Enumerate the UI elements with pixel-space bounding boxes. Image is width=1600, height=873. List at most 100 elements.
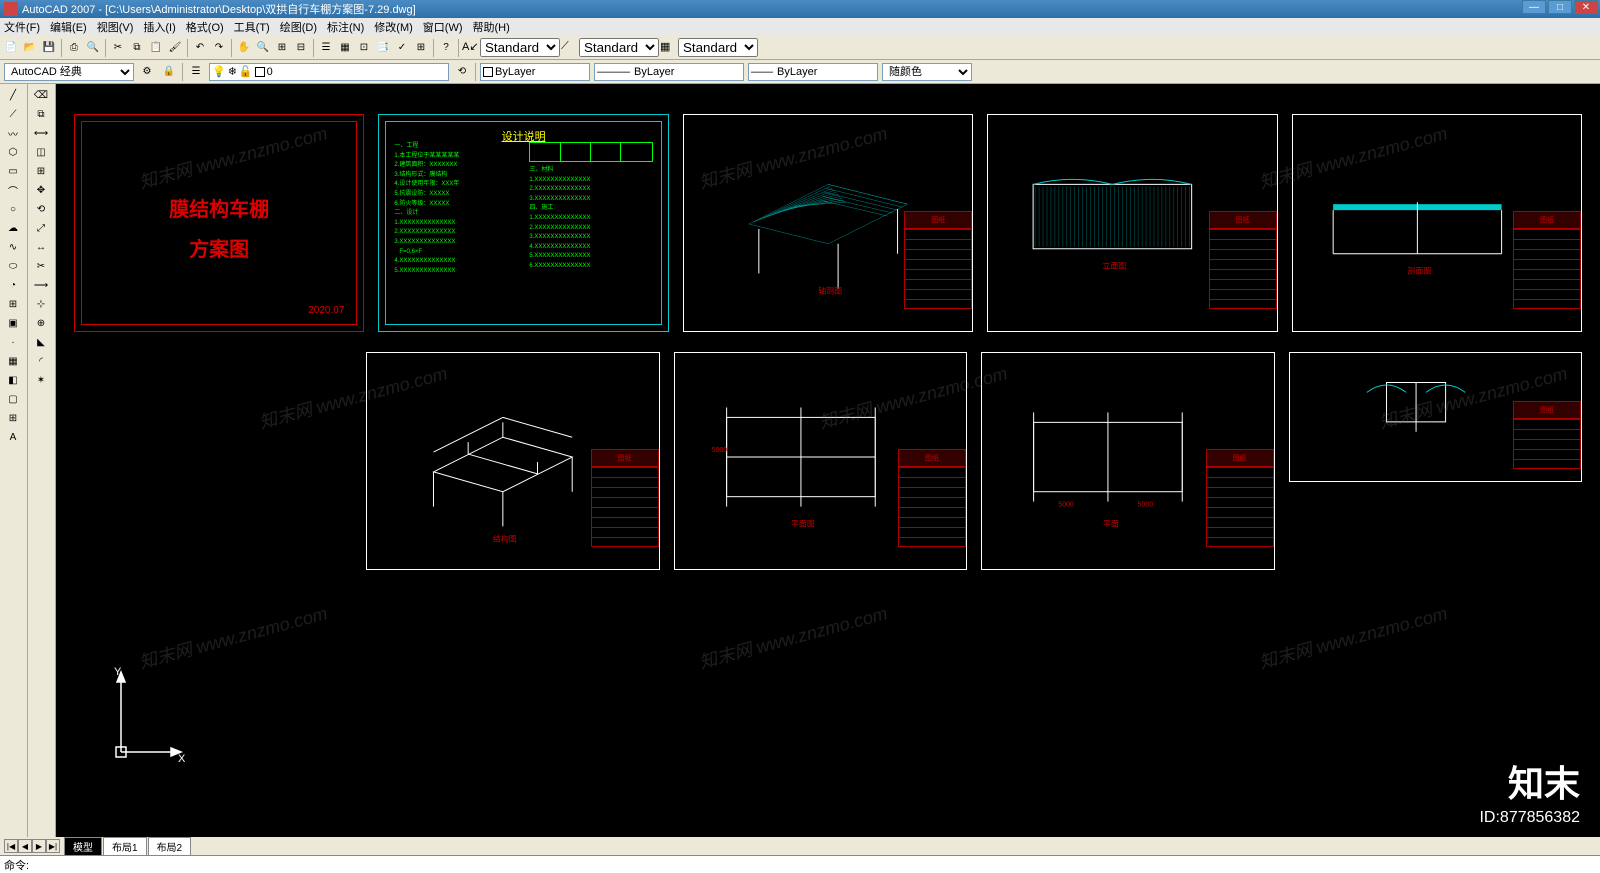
designcenter-icon[interactable]: ▦: [336, 39, 354, 57]
new-icon[interactable]: 📄: [2, 39, 20, 57]
rectangle-icon[interactable]: ▭: [2, 162, 24, 180]
region-icon[interactable]: ▢: [2, 390, 24, 408]
layer-lock-icon: 🔓: [239, 65, 253, 78]
close-button[interactable]: ✕: [1574, 0, 1598, 14]
command-line[interactable]: 命令:: [0, 855, 1600, 873]
arc-icon[interactable]: ⌒: [2, 181, 24, 199]
menu-window[interactable]: 窗口(W): [423, 19, 463, 35]
calc-icon[interactable]: ⊞: [412, 39, 430, 57]
xline-icon[interactable]: ⟋: [2, 105, 24, 123]
plotstyle-combo[interactable]: 随颜色: [882, 63, 972, 81]
line-icon[interactable]: ╱: [2, 86, 24, 104]
erase-icon[interactable]: ⌫: [30, 86, 52, 104]
menu-dimension[interactable]: 标注(N): [327, 19, 364, 35]
layer-manager-icon[interactable]: ☰: [187, 63, 205, 81]
svg-text:5000: 5000: [1138, 502, 1154, 509]
circle-icon[interactable]: ○: [2, 200, 24, 218]
redo-icon[interactable]: ↷: [210, 39, 228, 57]
layer-prev-icon[interactable]: ⟲: [453, 63, 471, 81]
menu-draw[interactable]: 绘图(D): [280, 19, 317, 35]
brand-logo: 知末: [1508, 755, 1580, 807]
spline-icon[interactable]: ∿: [2, 238, 24, 256]
layer-combo[interactable]: 💡 ❄ 🔓 0: [209, 63, 449, 81]
ellipse-icon[interactable]: ⬭: [2, 257, 24, 275]
menu-modify[interactable]: 修改(M): [374, 19, 413, 35]
textstyle-combo[interactable]: A↙ Standard: [462, 38, 560, 57]
print-icon[interactable]: ⎙: [65, 39, 83, 57]
extend-icon[interactable]: ⟶: [30, 276, 52, 294]
zoom-icon[interactable]: 🔍: [254, 39, 272, 57]
move-icon[interactable]: ✥: [30, 181, 52, 199]
save-icon[interactable]: 💾: [40, 39, 58, 57]
sheet-row-2: 结构图 图纸 平面图 5000 图纸: [366, 352, 1582, 570]
ellipsearc-icon[interactable]: ◔: [2, 276, 24, 294]
open-icon[interactable]: 📂: [21, 39, 39, 57]
break-icon[interactable]: ⊹: [30, 295, 52, 313]
menu-tools[interactable]: 工具(T): [234, 19, 270, 35]
lineweight-combo[interactable]: —— ByLayer: [748, 63, 878, 81]
copy-obj-icon[interactable]: ⧉: [30, 105, 52, 123]
chamfer-icon[interactable]: ◣: [30, 333, 52, 351]
markup-icon[interactable]: ✓: [393, 39, 411, 57]
workspace-combo[interactable]: AutoCAD 经典: [4, 63, 134, 81]
drawing-canvas[interactable]: 膜结构车棚 方案图 2020.07 设计说明 一、工程1.本工程位于某某某某某2…: [56, 84, 1600, 837]
hatch-icon[interactable]: ▦: [2, 352, 24, 370]
array-icon[interactable]: ⊞: [30, 162, 52, 180]
maximize-button[interactable]: □: [1548, 0, 1572, 14]
minimize-button[interactable]: —: [1522, 0, 1546, 14]
block-icon[interactable]: ▣: [2, 314, 24, 332]
rotate-icon[interactable]: ⟲: [30, 200, 52, 218]
zoomwin-icon[interactable]: ⊞: [273, 39, 291, 57]
color-combo[interactable]: ByLayer: [480, 63, 590, 81]
preview-icon[interactable]: 🔍: [84, 39, 102, 57]
mirror-icon[interactable]: ⟷: [30, 124, 52, 142]
match-icon[interactable]: 🖌: [166, 39, 184, 57]
revcloud-icon[interactable]: ☁: [2, 219, 24, 237]
pline-icon[interactable]: 〰: [2, 124, 24, 142]
menu-format[interactable]: 格式(O): [186, 19, 224, 35]
copy-icon[interactable]: ⧉: [128, 39, 146, 57]
tablestyle-combo[interactable]: ▦ Standard: [660, 38, 758, 57]
offset-icon[interactable]: ◫: [30, 143, 52, 161]
tab-model[interactable]: 模型: [64, 837, 102, 856]
stretch-icon[interactable]: ↔: [30, 238, 52, 256]
tab-prev-icon[interactable]: ◀: [18, 839, 32, 853]
fillet-icon[interactable]: ◜: [30, 352, 52, 370]
workspace-lock-icon[interactable]: 🔒: [160, 63, 178, 81]
table-icon[interactable]: ⊞: [2, 409, 24, 427]
tab-last-icon[interactable]: ▶|: [46, 839, 60, 853]
tab-first-icon[interactable]: |◀: [4, 839, 18, 853]
menu-insert[interactable]: 插入(I): [143, 19, 175, 35]
sheet-icon[interactable]: 📑: [374, 39, 392, 57]
tab-next-icon[interactable]: ▶: [32, 839, 46, 853]
undo-icon[interactable]: ↶: [191, 39, 209, 57]
cut-icon[interactable]: ✂: [109, 39, 127, 57]
insert-icon[interactable]: ⊞: [2, 295, 24, 313]
linetype-combo[interactable]: ——— ByLayer: [594, 63, 744, 81]
menu-view[interactable]: 视图(V): [97, 19, 134, 35]
pan-icon[interactable]: ✋: [235, 39, 253, 57]
tab-layout1[interactable]: 布局1: [103, 837, 147, 856]
tab-layout2[interactable]: 布局2: [148, 837, 192, 856]
trim-icon[interactable]: ✂: [30, 257, 52, 275]
join-icon[interactable]: ⊕: [30, 314, 52, 332]
properties-icon[interactable]: ☰: [317, 39, 335, 57]
titleblock: 图纸: [591, 449, 659, 569]
paste-icon[interactable]: 📋: [147, 39, 165, 57]
mtext-icon[interactable]: A: [2, 428, 24, 446]
menu-help[interactable]: 帮助(H): [473, 19, 510, 35]
gradient-icon[interactable]: ◧: [2, 371, 24, 389]
help-icon[interactable]: ?: [437, 39, 455, 57]
dimstyle-combo[interactable]: ⟋ Standard: [561, 38, 659, 57]
polygon-icon[interactable]: ⬡: [2, 143, 24, 161]
titlebar: AutoCAD 2007 - [C:\Users\Administrator\D…: [0, 0, 1600, 18]
menu-file[interactable]: 文件(F): [4, 19, 40, 35]
scale-icon[interactable]: ⤢: [30, 219, 52, 237]
explode-icon[interactable]: ✶: [30, 371, 52, 389]
toolpalette-icon[interactable]: ⊡: [355, 39, 373, 57]
workspace-settings-icon[interactable]: ⚙: [138, 63, 156, 81]
menu-edit[interactable]: 编辑(E): [50, 19, 87, 35]
command-input[interactable]: [33, 859, 1596, 871]
zoomprev-icon[interactable]: ⊟: [292, 39, 310, 57]
point-icon[interactable]: ·: [2, 333, 24, 351]
